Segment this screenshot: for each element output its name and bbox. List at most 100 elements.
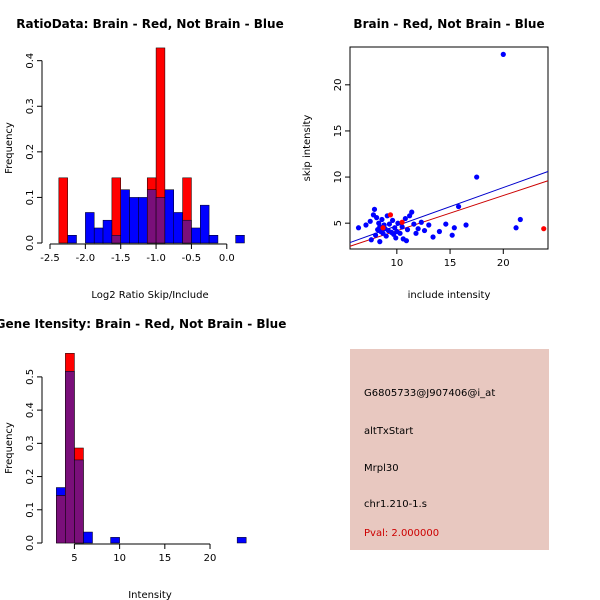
intensity-hist-title: Gene Itensity: Brain - Red, Not Brain - … [0,317,286,331]
intensity-hist-y-tick-label: 0.1 [25,502,36,518]
scatter-point-brain [541,226,547,232]
scatter-point-not-brain [513,225,519,231]
intensity-hist-blue-bars [56,371,247,544]
ratio-hist-blue-bar [102,219,113,244]
ratio-hist-y-axis: 0.0 0.1 0.2 0.3 0.4 [25,53,43,251]
intensity-hist-x-tick-label: 10 [113,553,126,564]
ratio-hist-blue-bar [93,227,104,244]
scatter-x-tick-label: 20 [497,258,510,269]
intensity-hist-blue-bar [83,531,93,544]
scatter-point-brain [387,212,394,218]
scatter-title: Brain - Red, Not Brain - Blue [353,17,544,31]
scatter-fit-line [349,180,549,247]
scatter-point-not-brain [474,174,480,180]
ratio-hist-overlap-bar [155,197,166,244]
intensity-hist-overlap-bar [56,495,66,544]
intensity-hist-overlap-bar [74,459,84,544]
intensity-histogram-panel: Gene Itensity: Brain - Red, Not Brain - … [0,317,286,600]
scatter-point-brain [380,225,386,231]
ratio-hist-y-tick-label: 0.4 [25,53,36,69]
ratio-hist-blue-bar [191,227,201,244]
ratio-hist-red-bar [111,177,121,244]
scatter-xlabel: include intensity [408,290,491,301]
scatter-point-not-brain [436,228,443,235]
ratio-hist-blue-bar [164,189,175,244]
scatter-point-not-brain [397,230,403,236]
scatter-point-not-brain [449,232,455,238]
ratio-hist-x-tick-label: -0.5 [182,253,202,264]
ratio-hist-overlap-bar [182,219,192,244]
ratio-hist-blue-bar [85,212,95,244]
ratio-hist-xlabel: Log2 Ratio Skip/Include [91,290,208,301]
intensity-hist-y-tick-label: 0.3 [25,435,36,451]
scatter-point-not-brain [374,215,380,221]
scatter-x-axis: 10 15 20 [390,248,510,269]
scatter-point-not-brain [403,238,410,244]
scatter-point-not-brain [371,206,378,212]
gene-name: Mrpl30 [364,463,399,474]
intensity-hist-x-tick-label: 15 [158,553,171,564]
intensity-hist-ylabel: Frequency [4,422,15,474]
ratio-hist-blue-bars [67,189,245,244]
scatter-point-not-brain [430,234,436,240]
scatter-point-not-brain [389,217,396,224]
scatter-points [355,51,547,245]
scatter-point-not-brain [500,51,506,57]
scatter-point-not-brain [372,232,379,238]
scatter-point-not-brain [418,219,424,225]
intensity-hist-xlabel: Intensity [128,590,172,600]
scatter-y-axis: 5 10 15 20 [333,78,351,226]
intensity-hist-y-tick-label: 0.2 [25,469,36,485]
scatter-point-not-brain [421,227,428,234]
scatter-point-not-brain [411,221,417,227]
intensity-hist-y-tick-label: 0.0 [25,535,36,551]
scatter-point-not-brain [404,227,411,233]
scatter-y-tick-label: 20 [333,78,344,91]
ratio-hist-blue-bar [129,197,139,244]
intensity-hist-overlap-bar [65,371,75,544]
ratio-hist-x-tick-label: -1.5 [111,253,131,264]
intensity-hist-blue-bar [56,487,66,496]
scatter-point-not-brain [379,216,385,223]
intensity-hist-y-axis: 0.0 0.1 0.2 0.3 0.4 0.5 [25,369,43,551]
scatter-point-not-brain [517,216,523,223]
ratio-hist-blue-bar [208,235,219,244]
scatter-point-not-brain [367,218,373,224]
scatter-point-not-brain [399,224,405,230]
ratio-hist-blue-bar [120,189,130,244]
ratio-hist-overlap-bar [146,189,157,244]
scatter-ylabel: skip intensity [302,115,313,182]
scatter-panel: Brain - Red, Not Brain - Blue 10 15 20 5 10… [302,17,549,301]
ratio-hist-ylabel: Frequency [4,122,15,174]
scatter-point-not-brain [463,222,469,228]
genomic-location: chr1.210-1.s [364,499,427,510]
ratio-hist-blue-bar [200,204,210,244]
scatter-point-not-brain [395,220,401,226]
scatter-point-not-brain [426,222,432,228]
ratio-hist-x-tick-label: -2.5 [40,253,60,264]
scatter-x-tick-label: 15 [444,258,457,269]
ratio-hist-y-tick-label: 0.3 [25,98,36,114]
ratio-hist-overlap-bar [111,235,121,244]
ratio-hist-x-axis: -2.5 -2.0 -1.5 -1.0 -0.5 0.0 [40,243,235,264]
ratio-hist-blue-bar [173,212,183,244]
ratio-hist-x-tick-label: 0.0 [219,253,235,264]
ratio-hist-y-tick-label: 0.2 [25,144,36,160]
event-type: altTxStart [364,426,413,437]
ratio-hist-blue-bar [67,235,77,244]
intensity-hist-blue-bar [110,537,120,544]
intensity-hist-y-tick-label: 0.5 [25,369,36,385]
scatter-point-not-brain [383,233,389,239]
scatter-point-not-brain [413,230,419,236]
ratio-hist-y-tick-label: 0.1 [25,189,36,205]
scatter-point-not-brain [363,222,369,228]
scatter-point-not-brain [451,225,457,231]
ratio-hist-x-tick-label: -1.0 [146,253,166,264]
ratio-hist-title: RatioData: Brain - Red, Not Brain - Blue [16,17,283,31]
scatter-point-not-brain [455,203,462,210]
intensity-hist-y-tick-label: 0.4 [25,402,36,418]
ratio-histogram-panel: RatioData: Brain - Red, Not Brain - Blue… [4,17,284,301]
info-box: G6805733@J907406@i_at altTxStart Mrpl30 … [350,349,549,550]
scatter-point-not-brain [377,239,383,245]
